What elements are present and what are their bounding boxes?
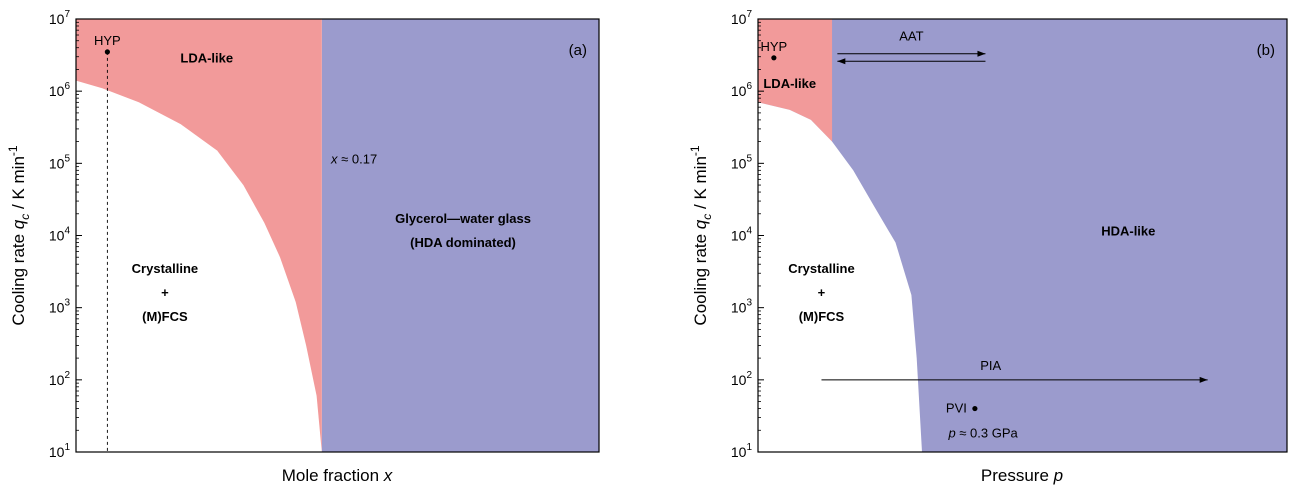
y-tick-label: 107 — [731, 9, 753, 27]
lda-label: LDA-like — [180, 50, 233, 65]
data-point-hyp — [771, 55, 777, 61]
panel-label: (a) — [569, 42, 587, 59]
y-tick-label: 104 — [49, 226, 71, 244]
pia-label: PIA — [980, 358, 1001, 373]
y-tick-label: 103 — [731, 298, 753, 316]
crystalline-label: Crystalline + (M)FCS — [788, 261, 854, 324]
arrow-head — [977, 50, 986, 57]
panel-label: (b) — [1257, 42, 1275, 59]
data-point-pvi — [972, 405, 978, 412]
y-tick-label: 102 — [49, 370, 71, 388]
boundary-label: x ≈ 0.17 — [330, 151, 377, 166]
hda-label: Glycerol—water glass (HDA dominated) — [395, 211, 531, 250]
point-label-pvi: PVI — [946, 401, 967, 416]
point-label-hyp: HYP — [94, 33, 121, 48]
crystalline-region — [758, 102, 922, 453]
y-tick-label: 106 — [731, 81, 753, 99]
x-axis-title: Mole fraction x — [282, 466, 393, 485]
arrow-pia — [821, 376, 1208, 383]
arrow-head — [837, 58, 846, 65]
arrow-head — [1199, 376, 1208, 383]
x-axis-title: Pressure p — [981, 466, 1063, 485]
crystalline-label: Crystalline + (M)FCS — [132, 261, 198, 324]
y-tick-label: 105 — [731, 153, 753, 171]
aat-label: AAT — [899, 29, 923, 44]
y-tick-label: 107 — [49, 9, 71, 27]
boundary-label: p ≈ 0.3 GPa — [947, 425, 1018, 440]
crystalline-region — [76, 80, 322, 452]
arrow-return — [837, 58, 986, 65]
arrow-aat — [837, 50, 986, 57]
hda-label: HDA-like — [1101, 224, 1155, 239]
y-tick-label: 101 — [49, 442, 71, 460]
y-tick-label: 101 — [731, 442, 753, 460]
data-point-hyp — [104, 49, 110, 55]
y-tick-label: 106 — [49, 81, 71, 99]
y-axis-title: Cooling rate qc / K min-1 — [688, 145, 714, 325]
lda-label: LDA-like — [763, 76, 816, 91]
y-tick-label: 103 — [49, 298, 71, 316]
y-axis-title: Cooling rate qc / K min-1 — [6, 145, 32, 325]
lda-region — [758, 19, 833, 142]
y-tick-label: 105 — [49, 153, 71, 171]
hda-region — [321, 19, 599, 452]
y-tick-label: 102 — [731, 370, 753, 388]
point-label-hyp: HYP — [761, 39, 788, 54]
panel-b: 101 102 103 104 105 106 107 Pressure p Cooling r… — [688, 9, 1288, 485]
y-tick-label: 104 — [731, 226, 753, 244]
panel-a: 101 102 103 104 105 106 107 Mole fraction x Cool… — [6, 9, 600, 485]
